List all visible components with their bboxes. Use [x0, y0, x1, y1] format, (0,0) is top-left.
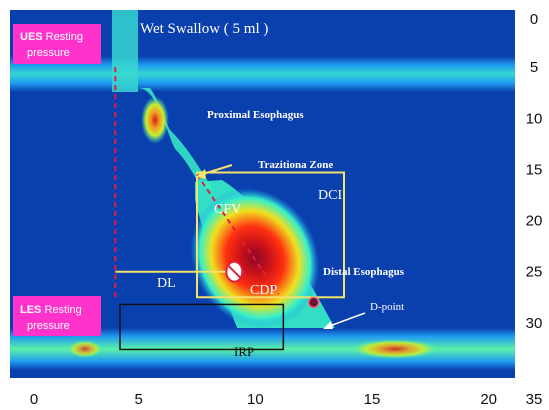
y-tick-label: 5 — [530, 59, 538, 76]
les-badge-rest: Resting — [41, 304, 81, 316]
dci-label: DCI — [318, 188, 342, 203]
distal-label: Distal Esophagus — [323, 266, 405, 278]
x-tick-label: 15 — [364, 391, 381, 408]
les-badge: LES Resting pressure — [13, 296, 101, 336]
x-tick-label: 20 — [480, 391, 497, 408]
ues-badge-rest: Resting — [43, 31, 83, 43]
transition-label: Trazitiona Zone — [258, 159, 333, 171]
proximal-hot-spot — [141, 96, 169, 144]
dpoint-label: D-point — [370, 301, 404, 313]
irp-box — [119, 303, 285, 351]
dci-box — [196, 171, 345, 299]
x-tick-label: 5 — [134, 391, 142, 408]
overlay-lines — [114, 67, 345, 351]
cdp-marker-slash — [227, 265, 242, 279]
dpoint-arrow-head — [323, 321, 333, 329]
ues-badge-bold: UES — [20, 31, 43, 43]
x-tick-label: 10 — [247, 391, 264, 408]
y-tick-label: 30 — [526, 315, 543, 332]
d-point-marker — [307, 296, 320, 309]
les-spot-right — [350, 339, 440, 359]
y-tick-labels: 0 5 10 15 20 25 30 35 — [526, 11, 543, 408]
x-tick-label: 0 — [30, 391, 38, 408]
cfv-label: CFV — [214, 202, 241, 217]
cfv-line — [196, 173, 280, 295]
x-tick-labels: 0 5 10 15 20 — [30, 391, 497, 408]
y-tick-label: 15 — [526, 161, 543, 178]
ues-badge-line2: pressure — [27, 47, 70, 59]
proximal-segment — [140, 88, 214, 190]
les-spot-left — [67, 340, 103, 358]
ues-badge: UES Resting pressure — [13, 24, 101, 64]
y-tick-label: 20 — [526, 213, 543, 230]
y-tick-label: 0 — [530, 11, 538, 28]
irp-label: IRP — [234, 344, 254, 359]
y-tick-label: 10 — [526, 110, 543, 127]
les-badge-line2: pressure — [27, 320, 70, 332]
svg-text:LES Resting: LES Resting — [20, 304, 82, 316]
proximal-label: Proximal Esophagus — [207, 109, 304, 121]
y-tick-label: 35 — [526, 391, 543, 408]
y-tick-label: 25 — [526, 264, 543, 281]
chart-title: Wet Swallow ( 5 ml ) — [140, 21, 268, 37]
svg-text:UES Resting: UES Resting — [20, 31, 83, 43]
dpoint-arrow — [326, 312, 366, 328]
transition-arrow-head — [196, 169, 206, 179]
les-badge-bold: LES — [20, 304, 41, 316]
cdp-label: CDP — [250, 283, 277, 298]
dl-label: DL — [157, 276, 176, 291]
